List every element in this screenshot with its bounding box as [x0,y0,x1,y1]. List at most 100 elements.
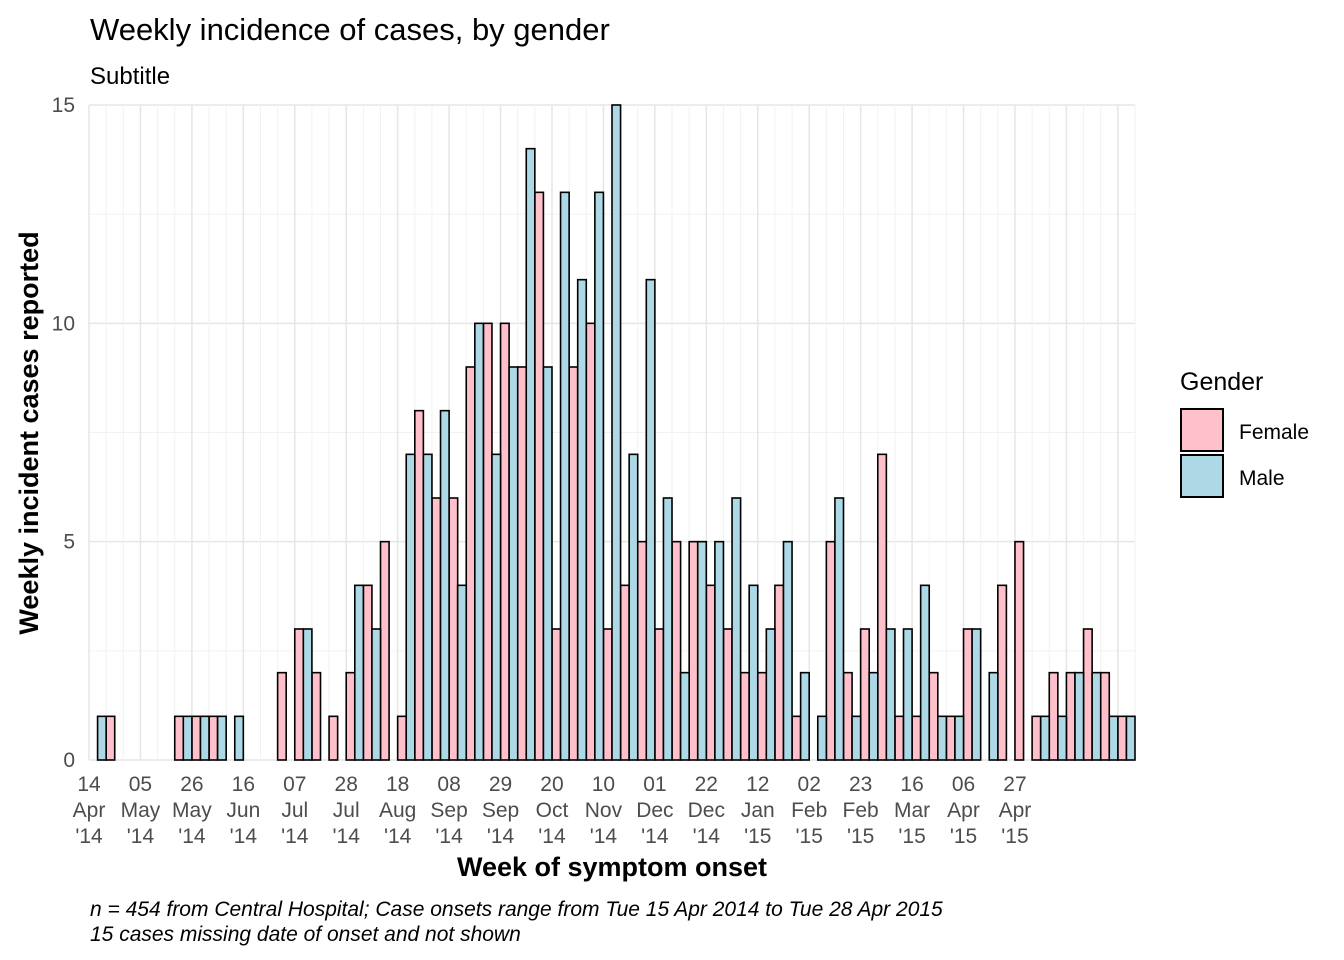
x-tick-label: 12 Jan '15 [741,773,775,848]
bar-male [422,453,433,761]
bar-male [1125,715,1136,761]
bar-female [619,584,630,761]
bar-male [1039,715,1051,761]
bar-male [645,278,656,761]
bar-female [499,322,510,761]
bar-female [551,628,562,761]
bar-male [988,671,999,761]
bar-male [1074,671,1085,761]
caption-line-2: 15 cases missing date of onset and not s… [90,923,521,946]
bar-female [997,584,1008,761]
bar-female [688,540,699,761]
bar-female [1048,671,1059,761]
x-tick-label: 22 Dec '14 [688,773,725,848]
bar-female [859,628,871,761]
bar-male [594,191,605,761]
bar-female [173,715,185,761]
y-tick-label: 0 [63,749,75,772]
bar-male [971,628,982,761]
bar-male [679,671,690,761]
bar-female [1099,671,1111,761]
bar-male [96,715,107,761]
bar-male [199,715,210,761]
bar-female [328,715,339,761]
bar-female [1117,715,1128,761]
legend-swatch-male [1180,454,1224,498]
bar-female [671,540,682,761]
bar-male [885,628,896,761]
x-tick-label: 28 Jul '14 [333,773,361,848]
legend-title: Gender [1180,368,1263,396]
x-tick-label: 06 Apr '15 [947,773,980,848]
bar-female [1014,540,1025,761]
y-tick-label: 10 [52,312,75,335]
bar-male [902,628,913,761]
y-tick-label: 5 [63,531,75,554]
bar-male [782,540,793,761]
bar-female [482,322,493,761]
bar-female [945,715,956,761]
bar-female [791,715,802,761]
bar-female [311,671,322,761]
bar-male [868,671,879,761]
bar-female [345,671,356,761]
bar-male [937,715,948,761]
x-tick-label: 27 Apr '15 [999,773,1032,848]
bar-male [439,409,450,761]
x-axis-title: Week of symptom onset [457,852,767,882]
bar-male [748,584,759,761]
bar-female [962,628,973,761]
bar-male [456,584,468,761]
bar-female [191,715,202,761]
bar-female [534,191,545,761]
x-tick-label: 18 Aug '14 [379,773,416,848]
bar-male [834,497,845,761]
bar-male [491,453,502,761]
bar-male [1091,671,1102,761]
legend-label-female: Female [1239,421,1309,444]
bar-female [636,540,648,761]
bar-female [928,671,939,761]
bar-female [774,584,785,761]
bar-female [208,715,219,761]
x-tick-label: 07 Jul '14 [281,773,309,848]
bar-male [1108,715,1119,761]
x-tick-label: 05 May '14 [121,773,161,848]
bar-male [216,715,227,761]
bar-female [722,628,733,761]
x-tick-label: 29 Sep '14 [482,773,519,848]
bar-male [576,278,588,761]
bar-female [1065,671,1076,761]
bar-male [799,671,810,761]
legend: Gender Female Male [1180,368,1309,498]
bar-female [654,628,665,761]
y-tick-label: 15 [52,94,75,117]
bar-female [414,409,425,761]
bar-female [516,366,528,761]
bar-male [919,584,931,761]
bar-female [396,715,408,761]
bar-female [1082,628,1093,761]
x-axis-ticks: 14 Apr '14 05 May '14 26 May '14 16 Jun '14 07 Jul '14… [73,773,1032,848]
bar-female [448,497,459,761]
bars [96,104,1136,761]
bar-female [379,540,390,761]
bar-male [405,453,416,761]
bar-female [362,584,373,761]
bar-male [765,628,776,761]
bar-male [474,322,485,761]
bar-female [431,497,442,761]
caption-line-1: n = 454 from Central Hospital; Case onse… [90,898,943,921]
bar-female [602,628,613,761]
x-tick-label: 08 Sep '14 [430,773,467,848]
bar-female [756,671,768,761]
x-tick-label: 02 Feb '15 [791,773,827,848]
legend-swatch-female [1180,408,1224,452]
bar-female [1031,715,1042,761]
bar-female [276,671,287,761]
bar-male [233,715,245,761]
x-tick-label: 20 Oct '14 [536,773,569,848]
chart-subtitle: Subtitle [90,63,170,90]
bar-female [825,540,836,761]
